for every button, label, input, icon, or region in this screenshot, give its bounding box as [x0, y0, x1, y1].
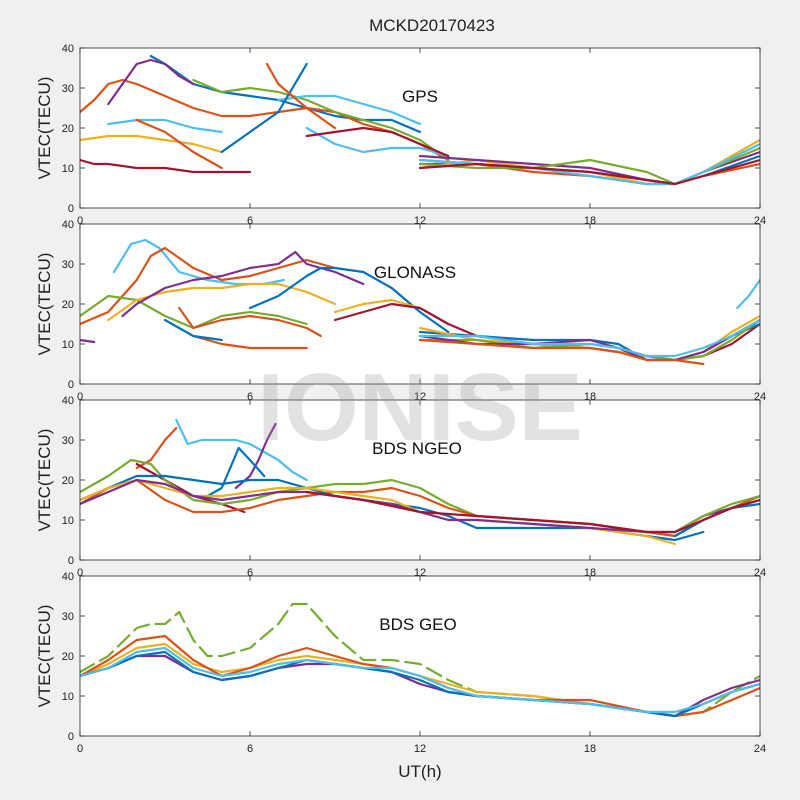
- x-tick-label: 0: [77, 567, 83, 579]
- series-line-1: [175, 418, 308, 482]
- series-line-20: [418, 158, 760, 186]
- series-line-9: [163, 318, 223, 342]
- y-tick-label: 30: [62, 435, 74, 447]
- series-group: [80, 418, 760, 546]
- series-line-2: [80, 246, 337, 326]
- subplot-4: 0 6 12 18 24 0 10 20 30 40 VTEC(TECU) BDS GEO: [35, 571, 766, 755]
- series-line-19: [80, 338, 96, 344]
- series-group: [80, 602, 760, 718]
- x-tick-label: 6: [247, 567, 253, 579]
- y-tick-label: 10: [62, 515, 74, 527]
- watermark: IONISE: [257, 354, 582, 461]
- x-tick-label: 6: [247, 743, 253, 755]
- x-tick-label: 12: [414, 743, 426, 755]
- y-tick-label: 40: [62, 43, 74, 55]
- series-line-6: [277, 94, 422, 126]
- series-line-13: [305, 490, 760, 534]
- panel-annotation: BDS NGEO: [372, 439, 462, 458]
- y-tick-label: 20: [62, 299, 74, 311]
- series-line-15: [418, 318, 760, 362]
- series-group: [80, 238, 760, 366]
- plot-area: [80, 576, 760, 736]
- y-tick-label: 0: [68, 379, 74, 391]
- series-line-7: [80, 478, 760, 538]
- y-tick-label: 40: [62, 219, 74, 231]
- y-tick-label: 30: [62, 611, 74, 623]
- series-line-4: [107, 282, 337, 322]
- series-line-6: [248, 266, 450, 334]
- y-tick-label: 0: [68, 203, 74, 215]
- y-tick-label: 0: [68, 731, 74, 743]
- x-axis-label: UT(h): [398, 762, 441, 781]
- panel-annotation: GLONASS: [374, 263, 456, 282]
- y-tick-label: 30: [62, 83, 74, 95]
- series-line-17: [418, 338, 705, 366]
- y-axis-label: VTEC(TECU): [35, 253, 54, 356]
- y-axis-label: VTEC(TECU): [35, 605, 54, 708]
- figure-title: MCKD20170423: [369, 16, 495, 35]
- panel-annotation: BDS GEO: [379, 615, 456, 634]
- series-line-6: [80, 646, 760, 714]
- x-tick-label: 18: [584, 743, 596, 755]
- series-line-10: [265, 62, 337, 130]
- series-line-18: [736, 278, 760, 310]
- x-tick-label: 0: [77, 215, 83, 227]
- x-tick-label: 0: [77, 743, 83, 755]
- y-tick-label: 10: [62, 163, 74, 175]
- y-axis-label: VTEC(TECU): [35, 77, 54, 180]
- series-line-5: [80, 650, 760, 718]
- series-line-9: [220, 62, 308, 154]
- series-line-4: [206, 446, 266, 498]
- series-line-7: [305, 126, 450, 158]
- x-tick-label: 0: [77, 391, 83, 403]
- x-tick-label: 6: [247, 391, 253, 403]
- y-tick-label: 0: [68, 555, 74, 567]
- series-line-8: [305, 126, 450, 158]
- series-line-13: [135, 118, 223, 170]
- series-line-2: [135, 426, 178, 470]
- series-line-2: [80, 78, 450, 162]
- series-line-16: [418, 318, 760, 358]
- y-tick-label: 40: [62, 395, 74, 407]
- y-tick-label: 40: [62, 571, 74, 583]
- series-line-3: [80, 134, 223, 154]
- series-line-5: [192, 78, 450, 162]
- series-line-12: [80, 158, 252, 174]
- y-tick-label: 20: [62, 475, 74, 487]
- y-tick-label: 20: [62, 651, 74, 663]
- x-tick-label: 24: [754, 743, 766, 755]
- series-line-8: [192, 334, 308, 350]
- plot-area: [80, 224, 760, 384]
- y-tick-label: 10: [62, 339, 74, 351]
- subplots: 0 6 12 18 24 0 10 20 30 40 VTEC(TECU) GPS 0 6 12 18 24 0 1…: [35, 43, 766, 755]
- y-tick-label: 20: [62, 123, 74, 135]
- series-line-7: [178, 306, 322, 338]
- series-line-5: [121, 250, 365, 318]
- series-line-11: [107, 118, 223, 134]
- panel-annotation: GPS: [402, 87, 438, 106]
- x-tick-label: 6: [247, 215, 253, 227]
- y-tick-label: 10: [62, 691, 74, 703]
- series-group: [80, 54, 760, 186]
- series-line-11: [673, 494, 760, 534]
- y-axis-label: VTEC(TECU): [35, 429, 54, 532]
- y-tick-label: 30: [62, 259, 74, 271]
- series-line-4: [107, 58, 195, 106]
